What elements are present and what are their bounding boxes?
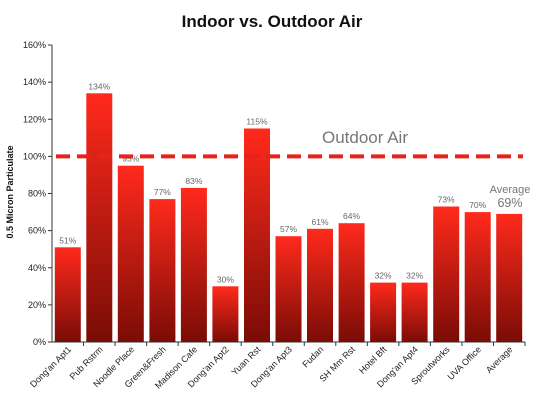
bar [370,282,397,342]
data-label: 95% [122,154,139,164]
x-tick-label: Average [484,344,515,375]
data-label: 32% [406,271,423,281]
bar [496,213,523,342]
data-label: 61% [312,217,329,227]
y-tick-label: 160% [23,40,46,50]
y-axis-ticks: 0% 20% 40% 60% 80% 100% 120% 140% 160% [23,40,52,347]
bar [212,286,239,342]
bar [464,212,491,342]
bar [338,223,365,342]
bar [433,206,460,342]
bar [275,236,302,342]
bar [307,228,333,342]
y-tick-label: 120% [23,114,46,124]
data-label: 77% [154,187,171,197]
data-label: 30% [217,274,234,284]
bar [86,93,113,342]
y-tick-label: 100% [23,151,46,161]
y-tick-label: 40% [28,263,46,273]
x-tick-label: Fudan [300,344,325,369]
data-label: 51% [59,235,76,245]
bar [401,282,428,342]
chart-title: Indoor vs. Outdoor Air [182,12,363,31]
data-label: 134% [88,81,110,91]
y-tick-label: 60% [28,226,46,236]
outdoor-air-label: Outdoor Air [322,128,408,147]
x-tick-label: UVA Office [446,344,484,382]
bar [117,165,144,342]
y-axis-label: 0.5 Micron Particulate [5,145,15,238]
data-label: 73% [438,194,455,204]
y-tick-label: 140% [23,77,46,87]
bar [149,199,176,342]
data-label: 64% [343,211,360,221]
bar [54,247,81,342]
average-annotation-value: 69% [497,196,522,210]
bar [180,187,207,342]
y-tick-label: 20% [28,300,46,310]
data-label: 70% [469,200,486,210]
y-tick-label: 0% [33,337,46,347]
data-labels: 51% 134% 95% 77% 83% 30% 115% 57% 61% 64% 32% 32% 73… [59,81,486,284]
average-annotation-label: Average [490,184,531,196]
x-tick-label: Hotel Bft [357,344,389,376]
data-label: 57% [280,224,297,234]
data-label: 83% [185,176,202,186]
bar-series [54,93,523,342]
bar [244,128,270,342]
data-label: 32% [375,271,392,281]
y-tick-label: 80% [28,189,46,199]
x-tick-label: Dong'an Apt1 [28,344,73,389]
data-label: 115% [246,117,268,127]
